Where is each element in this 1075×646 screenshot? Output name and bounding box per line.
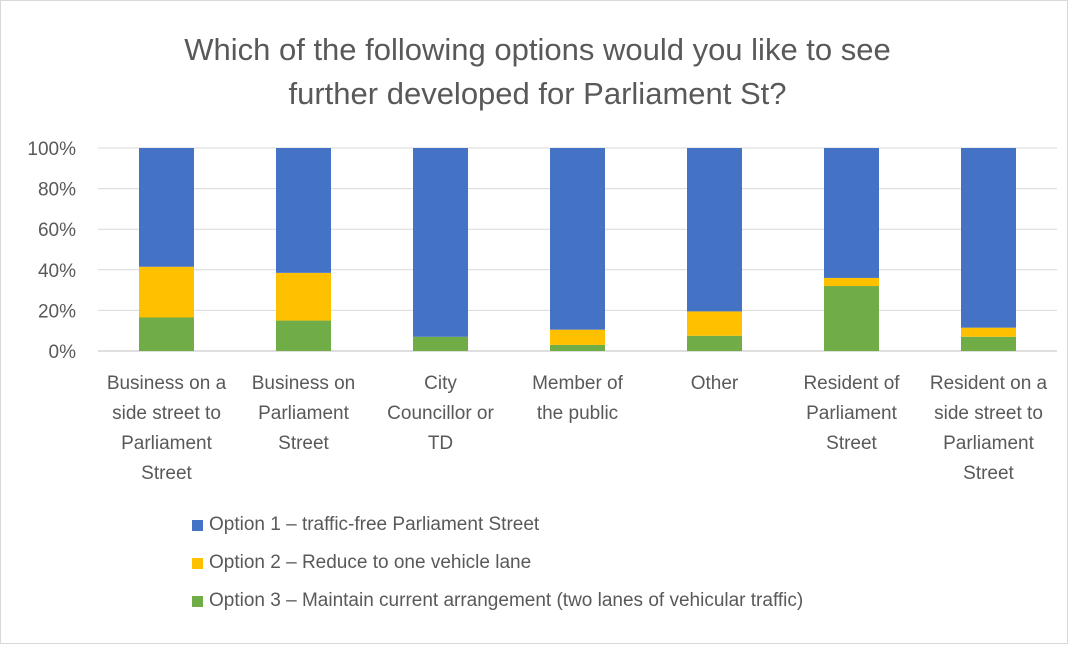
legend-swatch (192, 595, 203, 607)
legend-item: Option 3 – Maintain current arrangement … (192, 582, 803, 620)
bar-segment (276, 148, 331, 273)
legend-item: Option 1 – traffic-free Parliament Stree… (192, 506, 803, 544)
legend-label: Option 3 – Maintain current arrangement … (209, 590, 804, 611)
x-tick-label: TD (428, 433, 453, 454)
bar-segment (276, 272, 331, 321)
chart-legend: Option 1 – traffic-free Parliament Stree… (192, 506, 803, 620)
bar-segment (687, 148, 742, 312)
bar-segment (961, 336, 1016, 351)
x-tick-label: Street (826, 433, 877, 454)
y-tick-label: 40% (38, 261, 76, 282)
x-tick-label: Parliament (943, 433, 1035, 454)
legend-swatch (192, 519, 203, 531)
x-tick-label: Other (691, 373, 739, 394)
x-tick-label: Parliament (258, 403, 350, 424)
y-tick-label: 60% (38, 220, 76, 241)
x-tick-label: Resident of (803, 373, 900, 394)
chart-title: Which of the following options would you… (0, 28, 1075, 116)
legend-label: Option 1 – traffic-free Parliament Stree… (209, 514, 540, 535)
legend-label: Option 2 – Reduce to one vehicle lane (209, 552, 532, 573)
bar-segment (550, 344, 605, 351)
x-tick-label: side street to (112, 403, 221, 424)
x-tick-label: Parliament (806, 403, 898, 424)
x-tick-label: Parliament (121, 433, 213, 454)
x-tick-label: Street (278, 433, 329, 454)
x-tick-label: side street to (934, 403, 1043, 424)
y-tick-label: 80% (38, 180, 76, 201)
x-tick-label: Resident on a (930, 373, 1048, 394)
chart-title-line-2: further developed for Parliament St? (288, 76, 787, 111)
y-tick-label: 20% (38, 301, 76, 322)
bar-segment (139, 148, 194, 267)
y-tick-label: 100% (27, 139, 76, 160)
x-tick-label: Business on (252, 373, 356, 394)
x-tick-label: City (424, 373, 457, 394)
x-tick-label: Street (963, 463, 1014, 484)
bar-segment (139, 317, 194, 351)
bar-segment (687, 311, 742, 336)
bar-segment (550, 148, 605, 330)
x-tick-label: the public (537, 403, 618, 424)
bar-segment (139, 266, 194, 318)
chart-title-line-1: Which of the following options would you… (184, 32, 891, 67)
bar-segment (687, 335, 742, 351)
bar-segment (276, 320, 331, 351)
x-tick-label: Business on a (107, 373, 227, 394)
bar-segment (413, 148, 468, 337)
bar-segment (824, 286, 879, 351)
legend-item: Option 2 – Reduce to one vehicle lane (192, 544, 803, 582)
legend-swatch (192, 557, 203, 569)
bar-segment (961, 327, 1016, 337)
stacked-bar-chart: 0% 20% 40% 60% 80% 100% Business on a side stre… (27, 139, 1057, 484)
bar-segment (824, 277, 879, 287)
x-tick-label: Councillor or (387, 403, 494, 424)
x-tick-label: Street (141, 463, 192, 484)
bar-segment (824, 148, 879, 278)
bar-segment (961, 148, 1016, 328)
bar-segment (550, 329, 605, 345)
y-tick-label: 0% (49, 342, 77, 363)
bar-segment (413, 336, 468, 351)
x-tick-label: Member of (532, 373, 624, 394)
